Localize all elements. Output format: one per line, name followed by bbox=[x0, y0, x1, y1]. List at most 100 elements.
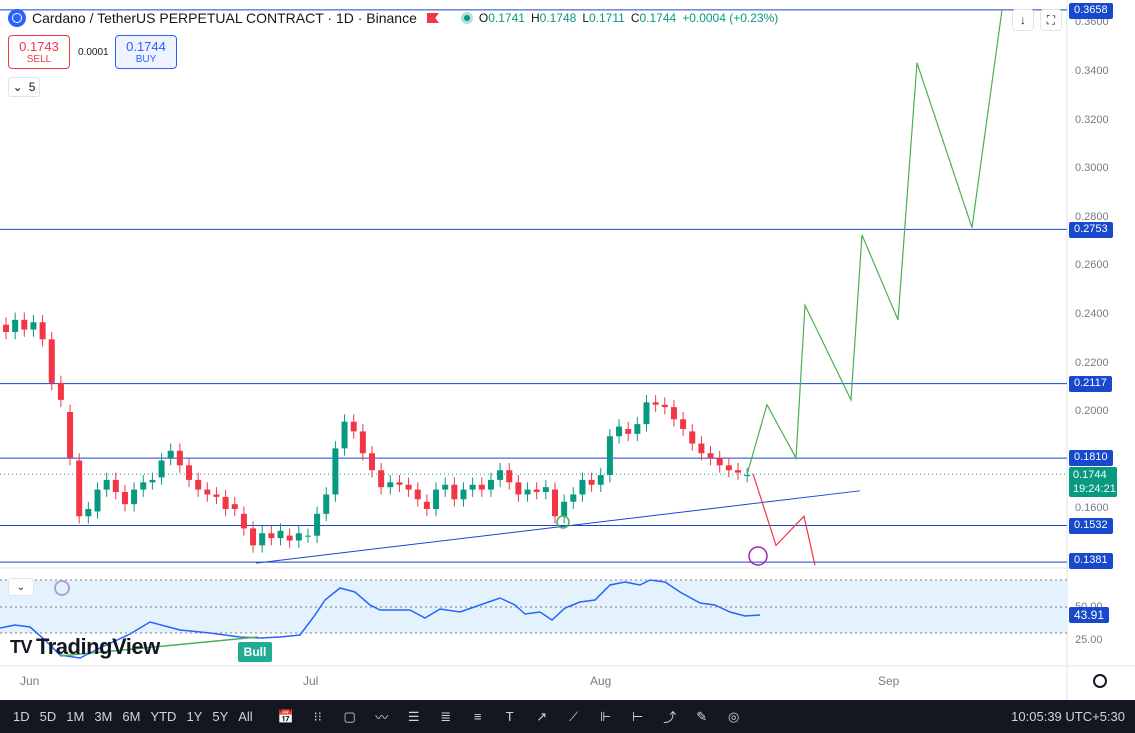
timeframe-all[interactable]: All bbox=[238, 709, 253, 724]
text-tool-icon[interactable]: T bbox=[505, 709, 514, 724]
current-price: 0.1744 bbox=[1073, 469, 1107, 481]
candle-body bbox=[176, 450, 183, 466]
timeframe-6m[interactable]: 6M bbox=[122, 709, 141, 724]
timeframe-5y[interactable]: 5Y bbox=[212, 709, 229, 724]
candle-body bbox=[140, 482, 147, 490]
download-arrow-button[interactable]: ↓ bbox=[1012, 9, 1034, 31]
candle-body bbox=[12, 319, 19, 332]
candle-body bbox=[433, 489, 440, 509]
level-tag-s1[interactable]: 0.1532 bbox=[1069, 518, 1113, 534]
bottom-toolbar: 1D 5D 1M 3M 6M YTD 1Y 5Y All 📅 ⁝⁝ ▢ 〰 ☰ … bbox=[0, 700, 1135, 733]
price-axis-label: 0.3200 bbox=[1075, 114, 1109, 126]
rsi-collapse-button[interactable]: ⌄ bbox=[8, 578, 34, 596]
candle-body bbox=[259, 533, 266, 546]
candle-body bbox=[497, 470, 504, 480]
candle-body bbox=[48, 339, 55, 383]
ray-tool-icon[interactable]: ↗ bbox=[536, 708, 548, 724]
tradingview-logo-text: TradingView bbox=[36, 634, 160, 659]
flag-icon[interactable] bbox=[426, 13, 439, 23]
projection-icon[interactable]: ⤴ bbox=[663, 710, 677, 725]
long-position-icon[interactable]: ⊢ bbox=[632, 708, 644, 724]
candle-body bbox=[231, 504, 238, 509]
candle-body bbox=[350, 421, 357, 432]
spread-value: 0.0001 bbox=[78, 47, 109, 58]
level-tag-r2[interactable]: 0.2117 bbox=[1069, 376, 1112, 392]
brush-tool-icon[interactable]: ✎ bbox=[696, 708, 708, 724]
date-axis-label: Jun bbox=[20, 674, 40, 688]
dotted-select-icon[interactable]: ⁝⁝ bbox=[313, 708, 322, 724]
date-range-icon[interactable]: 📅 bbox=[277, 708, 294, 724]
channel-tool-icon[interactable]: ≡ bbox=[473, 709, 482, 724]
candle-body bbox=[103, 479, 110, 490]
sell-button[interactable]: 0.1743 SELL bbox=[8, 35, 70, 69]
level-tag-r3[interactable]: 0.1810 bbox=[1069, 450, 1113, 466]
candle-body bbox=[451, 484, 458, 500]
timeframe-ytd[interactable]: YTD bbox=[150, 709, 177, 724]
candle-body bbox=[21, 319, 28, 330]
timeframe-5d[interactable]: 5D bbox=[39, 709, 57, 724]
tradingview-logo[interactable]: TV TradingView bbox=[10, 634, 160, 660]
fullscreen-icon: ⛶ bbox=[1046, 12, 1056, 27]
candle-body bbox=[698, 443, 705, 454]
trend-line bbox=[255, 490, 861, 564]
date-axis-label: Sep bbox=[878, 674, 900, 688]
indicators-toggle-button[interactable]: ⌄ 5 bbox=[8, 77, 40, 97]
clock-display[interactable]: 10:05:39 UTC+5:30 bbox=[1011, 709, 1125, 724]
candle-body bbox=[616, 426, 623, 437]
candle-body bbox=[506, 470, 513, 483]
level-tag-r1[interactable]: 0.2753 bbox=[1069, 222, 1113, 238]
chart-settings-icon[interactable] bbox=[1093, 674, 1107, 688]
candle-body bbox=[295, 533, 302, 541]
bars-pattern-icon[interactable]: ⊩ bbox=[600, 708, 612, 724]
fullscreen-button[interactable]: ⛶ bbox=[1040, 9, 1062, 31]
candle-body bbox=[204, 489, 211, 495]
buy-button[interactable]: 0.1744 BUY bbox=[115, 35, 177, 69]
rectangle-tool-icon[interactable]: ▢ bbox=[343, 708, 356, 724]
date-axis-label: Jul bbox=[303, 674, 319, 688]
trendline-tool-icon[interactable]: ⟋ bbox=[569, 708, 579, 724]
candle-body bbox=[561, 501, 568, 517]
timeframe-1m[interactable]: 1M bbox=[66, 709, 85, 724]
candle-body bbox=[94, 489, 101, 512]
arrow-down-icon: ↓ bbox=[1020, 13, 1026, 27]
candle-body bbox=[533, 489, 540, 493]
candle-body bbox=[652, 402, 659, 405]
candle-body bbox=[396, 482, 403, 485]
candle-body bbox=[515, 482, 522, 495]
candle-body bbox=[735, 470, 741, 473]
buy-price: 0.1744 bbox=[126, 39, 166, 54]
bull-divergence-line bbox=[59, 636, 259, 657]
indicator-loading-icon bbox=[54, 580, 70, 596]
rsi-level-25: 25.00 bbox=[1075, 634, 1103, 646]
path-tool-icon[interactable]: 〰 bbox=[375, 710, 389, 725]
candle-body bbox=[725, 465, 732, 471]
fib-tool-icon[interactable]: ☰ bbox=[407, 708, 420, 724]
timeframe-1y[interactable]: 1Y bbox=[186, 709, 203, 724]
forecast-up-path bbox=[746, 9, 1003, 475]
candle-body bbox=[222, 496, 229, 509]
candle-body bbox=[643, 402, 650, 425]
candle-body bbox=[670, 407, 677, 420]
rsi-line bbox=[0, 579, 761, 659]
candle-body bbox=[542, 487, 549, 493]
candle-body bbox=[76, 460, 83, 517]
candle-body bbox=[716, 458, 723, 466]
gann-tool-icon[interactable]: ≣ bbox=[440, 708, 452, 724]
bull-divergence-badge: Bull bbox=[238, 642, 272, 662]
timeframe-3m[interactable]: 3M bbox=[94, 709, 113, 724]
candle-body bbox=[30, 322, 37, 330]
price-axis-label: 0.3400 bbox=[1075, 65, 1109, 77]
candle-body bbox=[744, 475, 751, 477]
cardano-logo-icon bbox=[8, 9, 26, 27]
tradingview-mark-icon: TV bbox=[10, 636, 33, 657]
level-tag-s2[interactable]: 0.1381 bbox=[1069, 553, 1113, 569]
candle-body bbox=[131, 489, 138, 505]
eye-icon[interactable]: ◎ bbox=[728, 708, 740, 724]
timeframe-1d[interactable]: 1D bbox=[13, 709, 30, 724]
chart-canvas[interactable] bbox=[0, 0, 1135, 700]
level-tag-top[interactable]: 0.3658 bbox=[1069, 3, 1113, 19]
market-status-icon[interactable] bbox=[460, 12, 473, 24]
price-axis-label: 0.2200 bbox=[1075, 357, 1109, 369]
symbol-title[interactable]: Cardano / TetherUS PERPETUAL CONTRACT · … bbox=[32, 10, 417, 26]
